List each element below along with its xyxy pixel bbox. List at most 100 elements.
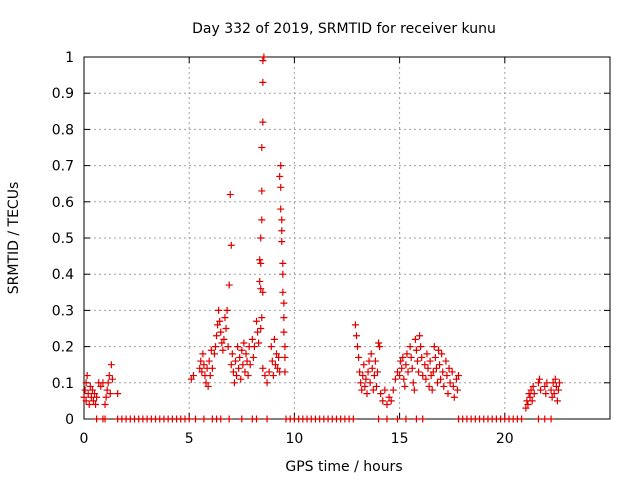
data-point <box>259 78 267 86</box>
data-point <box>402 361 410 369</box>
data-point <box>223 306 231 314</box>
x-tick-label: 5 <box>185 431 194 447</box>
data-point <box>84 390 92 398</box>
data-point <box>277 205 285 213</box>
data-point <box>83 372 91 380</box>
data-point <box>400 375 408 383</box>
data-point <box>368 364 376 372</box>
data-point <box>220 335 228 343</box>
data-point <box>352 332 360 340</box>
data-point <box>269 372 277 380</box>
data-point <box>255 339 263 347</box>
data-point <box>355 353 363 361</box>
data-point <box>225 415 233 423</box>
data-point <box>393 415 401 423</box>
data-point <box>541 382 549 390</box>
data-point <box>554 386 562 394</box>
data-point <box>362 375 370 383</box>
data-point <box>243 357 251 365</box>
data-point <box>233 372 241 380</box>
data-point <box>254 328 262 336</box>
data-point <box>359 372 367 380</box>
data-point <box>114 390 122 398</box>
plot-frame <box>83 56 611 420</box>
data-point <box>205 357 213 365</box>
y-tick-label: 0.4 <box>52 267 74 283</box>
data-point <box>281 353 289 361</box>
data-point <box>442 357 450 365</box>
data-point <box>217 415 225 423</box>
data-point <box>397 357 405 365</box>
data-point <box>528 397 536 405</box>
data-point <box>258 144 266 151</box>
data-point <box>222 325 230 332</box>
data-point <box>419 415 427 423</box>
data-point <box>88 386 96 394</box>
y-tick-label: 0.3 <box>52 303 74 319</box>
data-point <box>82 379 90 387</box>
data-point <box>419 372 427 380</box>
data-point <box>439 368 447 376</box>
data-point <box>432 364 440 372</box>
data-point <box>371 357 379 365</box>
data-point <box>228 350 236 358</box>
data-point <box>396 372 404 380</box>
data-point <box>412 346 420 354</box>
data-point <box>275 353 283 361</box>
data-point <box>259 57 267 65</box>
data-point <box>542 390 550 398</box>
data-point <box>202 379 210 387</box>
data-point <box>234 343 242 351</box>
data-point <box>259 288 267 296</box>
data-point <box>379 397 387 405</box>
data-point <box>85 401 93 409</box>
data-point <box>279 270 287 278</box>
x-tick-label: 0 <box>80 431 89 447</box>
data-point <box>547 415 555 423</box>
data-point <box>93 415 101 423</box>
data-point <box>385 393 393 401</box>
data-point <box>279 288 287 296</box>
data-point <box>260 53 268 61</box>
data-point <box>410 386 418 394</box>
data-points <box>80 53 564 423</box>
data-point <box>421 361 429 369</box>
data-point <box>427 372 435 380</box>
y-axis: 0 0.1 0.2 0.3 0.4 0.5 0.6 0.7 0.8 0.9 1 <box>52 50 610 428</box>
data-point <box>393 368 401 376</box>
data-point <box>267 343 275 351</box>
data-point <box>448 368 456 376</box>
data-point <box>236 353 244 361</box>
data-point <box>548 393 556 401</box>
y-tick-label: 1 <box>65 50 74 66</box>
data-point <box>273 350 281 358</box>
data-point <box>238 346 246 354</box>
data-point <box>101 415 109 423</box>
data-point <box>257 259 265 267</box>
data-point <box>237 375 245 383</box>
data-point <box>253 317 261 325</box>
data-point <box>103 386 111 394</box>
data-point <box>280 328 288 336</box>
x-axis: 0 5 10 15 20 <box>80 57 514 447</box>
data-point <box>278 227 286 235</box>
data-point <box>258 187 266 195</box>
data-point <box>102 393 110 401</box>
data-point <box>398 364 406 372</box>
data-point <box>101 401 109 409</box>
data-point <box>276 172 284 180</box>
data-point <box>357 379 365 387</box>
data-point <box>235 364 243 372</box>
data-point <box>527 386 535 394</box>
data-point <box>404 368 412 376</box>
data-point <box>550 390 558 398</box>
data-point <box>249 353 257 361</box>
data-point <box>263 415 271 423</box>
y-tick-label: 0.7 <box>52 159 74 175</box>
data-point <box>256 277 264 285</box>
data-point <box>210 350 218 358</box>
data-point <box>530 390 538 398</box>
data-point <box>526 393 534 401</box>
data-point <box>450 393 458 401</box>
data-point <box>449 382 457 390</box>
